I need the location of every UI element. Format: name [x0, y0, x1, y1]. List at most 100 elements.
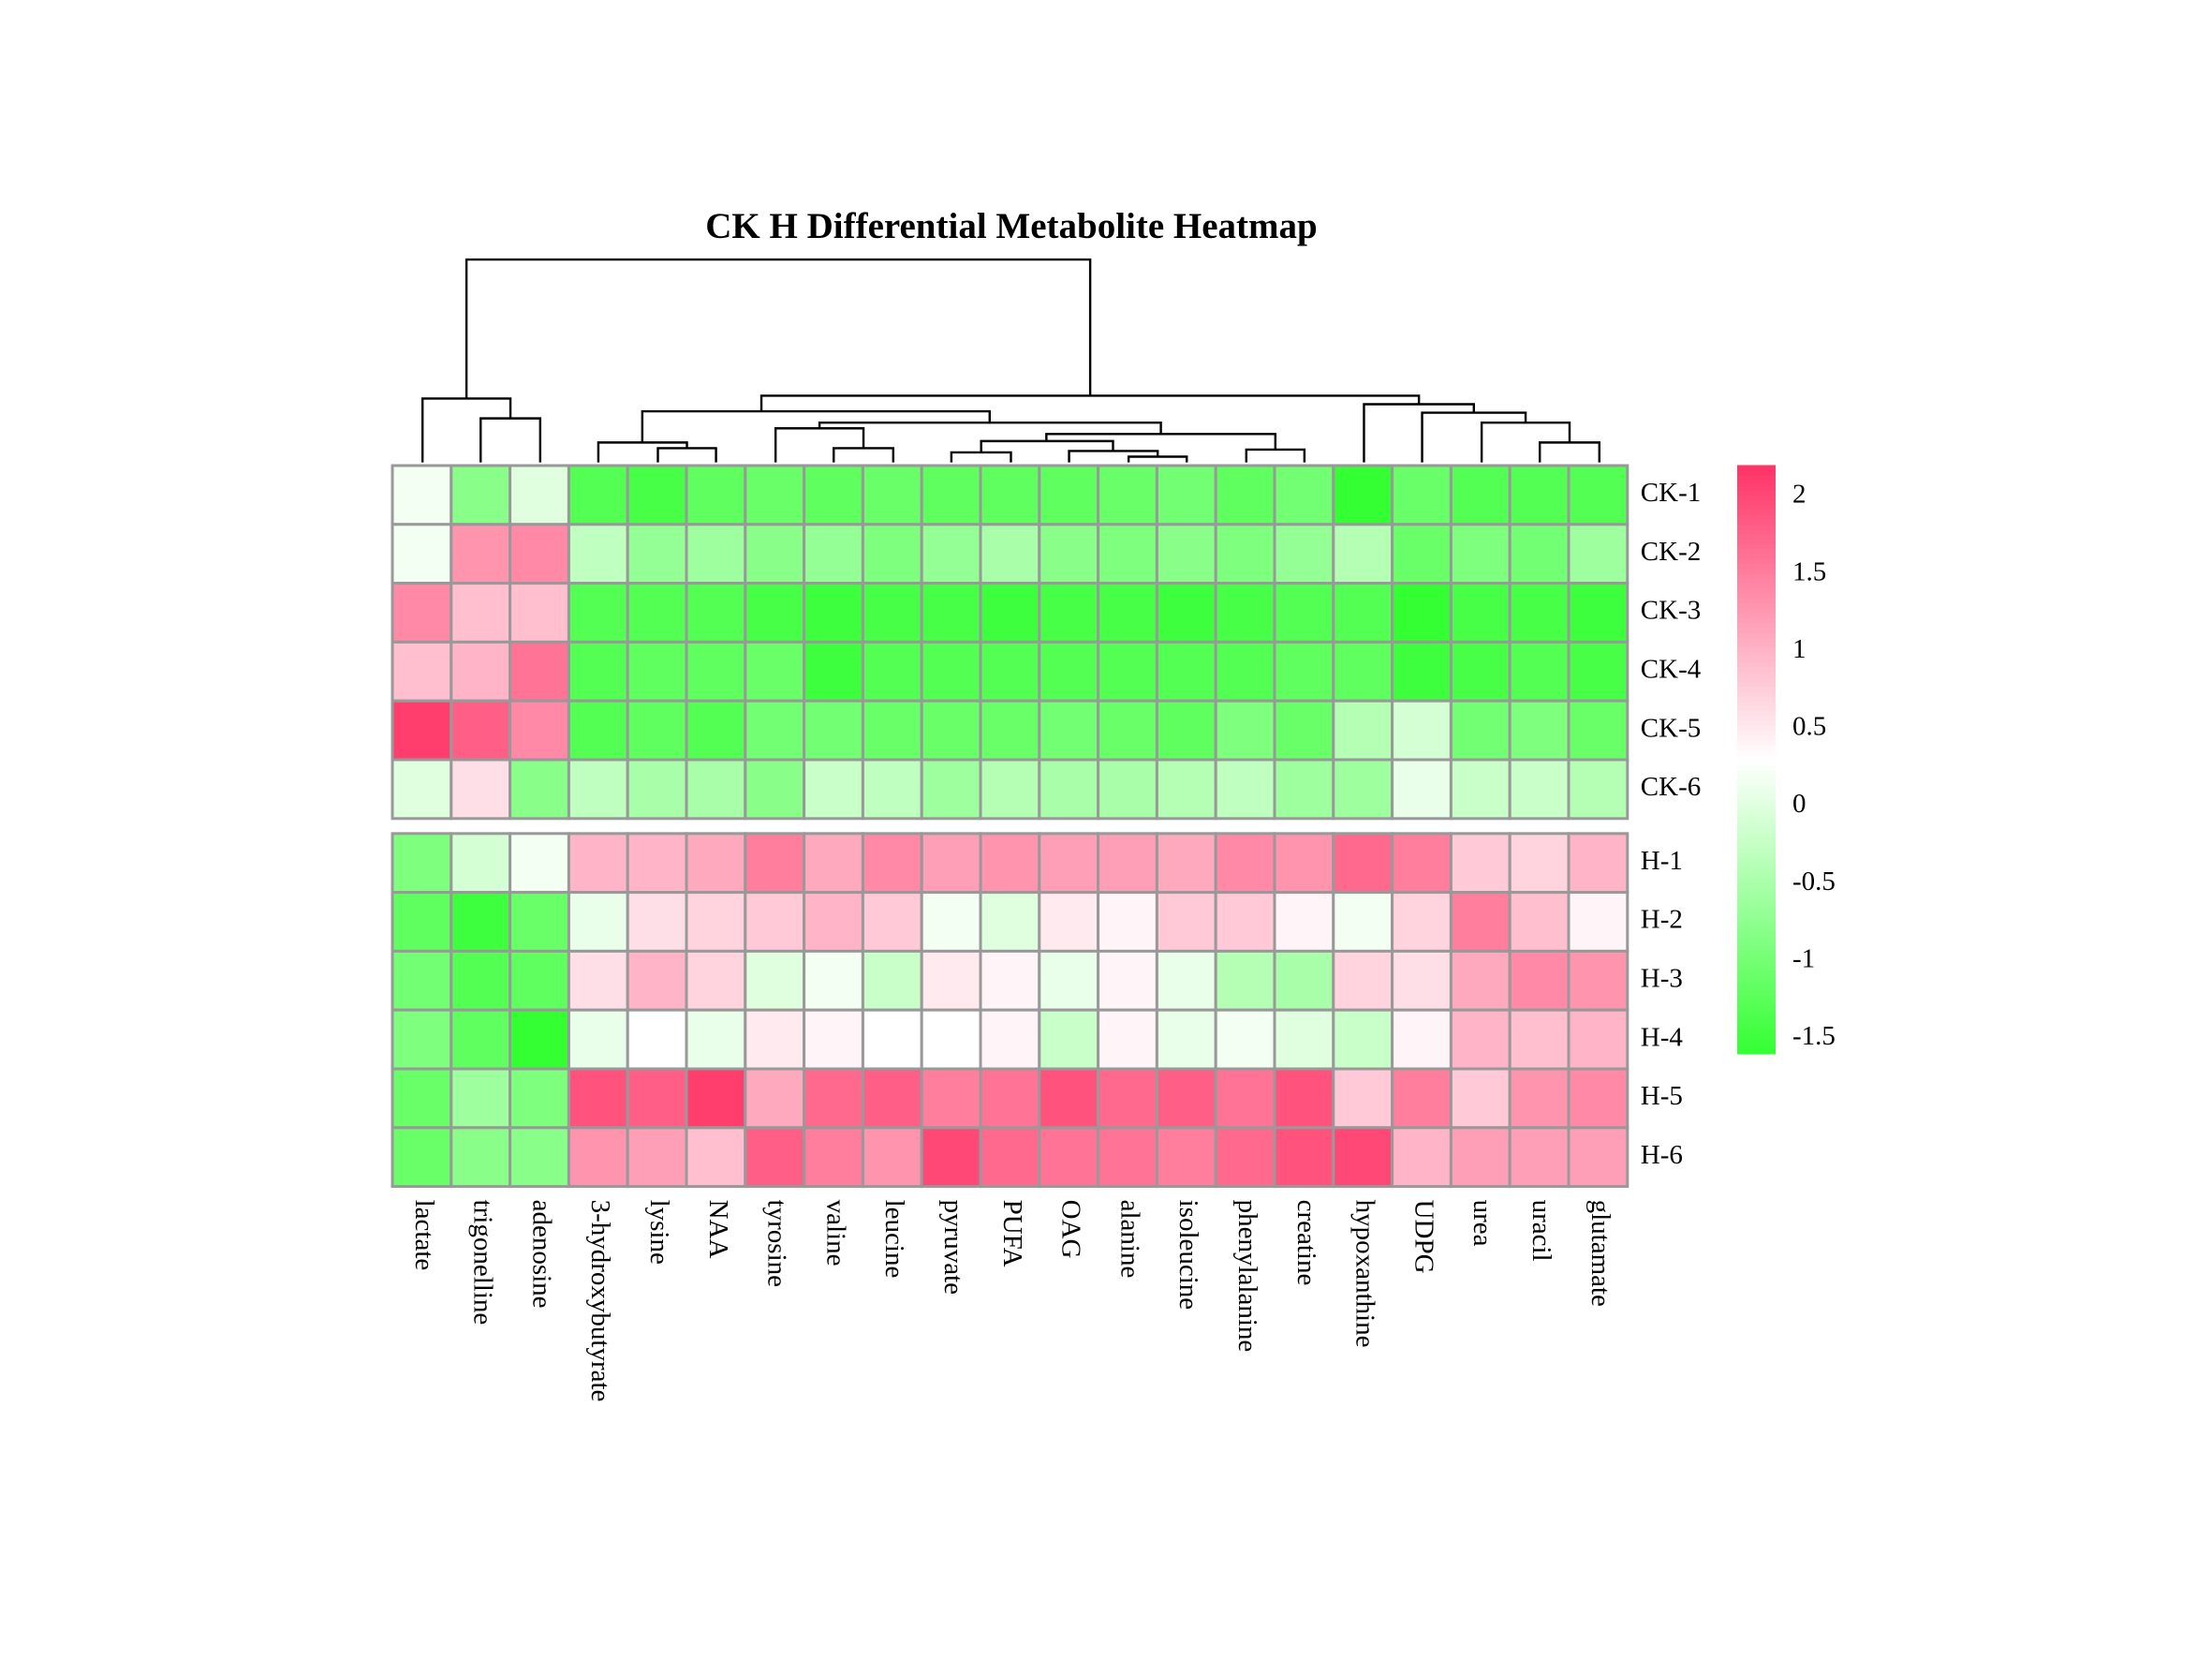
heatmap-cell: [1449, 699, 1512, 762]
heatmap-cell: [1508, 640, 1571, 703]
heatmap-cell: [1508, 582, 1571, 644]
heatmap-cell: [509, 699, 570, 762]
heatmap-cell: [626, 1008, 688, 1071]
colorbar-segment: [1737, 921, 1776, 927]
heatmap-cell: [1038, 640, 1100, 703]
heatmap-cell: [509, 464, 570, 526]
heatmap-cell: [391, 832, 453, 895]
heatmap-cell: [567, 1067, 629, 1130]
colorbar-segment: [1737, 513, 1776, 521]
heatmap-cell: [685, 582, 747, 644]
heatmap-cell: [626, 758, 688, 821]
heatmap-cell: [1273, 699, 1335, 762]
heatmap-cell: [1214, 832, 1276, 895]
heatmap-cell: [920, 949, 982, 1012]
heatmap-cell: [803, 758, 864, 821]
colorbar-segment: [1737, 1004, 1776, 1011]
heatmap-cell: [1449, 758, 1512, 821]
heatmap-cell: [1273, 1126, 1335, 1189]
colorbar-segment: [1737, 1048, 1776, 1055]
heatmap-cell: [1214, 891, 1276, 953]
heatmap-cell: [509, 891, 570, 953]
colorbar-segment: [1737, 484, 1776, 491]
colorbar-segment: [1737, 774, 1776, 780]
column-label: creatine: [1291, 1200, 1321, 1286]
colorbar-segment: [1737, 857, 1776, 864]
colorbar-segment: [1737, 778, 1776, 785]
colorbar-segment: [1737, 583, 1776, 589]
heatmap-cell: [1273, 640, 1335, 703]
heatmap-cell: [1038, 582, 1100, 644]
heatmap-cell: [1155, 758, 1217, 821]
colorbar-tick-label: 2: [1792, 480, 1806, 510]
heatmap-cell: [920, 1126, 982, 1189]
heatmap-cell: [1273, 464, 1335, 526]
heatmap-cell: [803, 699, 864, 762]
colorbar-segment: [1737, 867, 1776, 873]
heatmap-cell: [1508, 464, 1571, 526]
colorbar-segment: [1737, 881, 1776, 888]
colorbar-segment: [1737, 827, 1776, 834]
heatmap-cell: [920, 891, 982, 953]
colorbar-segment: [1737, 715, 1776, 721]
colorbar-segment: [1737, 704, 1776, 712]
heatmap-cell: [1273, 758, 1335, 821]
heatmap-cell: [861, 758, 923, 821]
heatmap-cell: [567, 949, 629, 1012]
heatmap-cell: [1567, 758, 1630, 821]
heatmap-cell: [1391, 640, 1453, 703]
colorbar-segment: [1737, 671, 1776, 677]
row-label: H-1: [1641, 846, 1683, 876]
heatmap-cell: [861, 949, 923, 1012]
heatmap-cell: [1214, 640, 1276, 703]
colorbar-segment: [1737, 719, 1776, 726]
heatmap-cell: [567, 582, 629, 644]
heatmap-cell: [685, 640, 747, 703]
column-label: lactate: [409, 1200, 439, 1271]
heatmap-cell: [1155, 523, 1217, 585]
colorbar-segment: [1737, 553, 1776, 559]
colorbar-segment: [1737, 886, 1776, 893]
heatmap-cell: [1155, 699, 1217, 762]
heatmap-cell: [685, 832, 747, 895]
column-dendrogram: [420, 258, 1601, 463]
heatmap-cell: [626, 523, 688, 585]
colorbar-segment: [1737, 901, 1776, 908]
colorbar-segment: [1737, 985, 1776, 991]
colorbar-segment: [1737, 572, 1776, 579]
heatmap-cell: [1097, 464, 1158, 526]
colorbar-segment: [1737, 847, 1776, 853]
heatmap-cell: [685, 464, 747, 526]
colorbar-tick-label: 0: [1792, 789, 1806, 819]
heatmap-cell: [567, 523, 629, 585]
heatmap-cell: [1567, 640, 1630, 703]
heatmap-cell: [391, 1008, 453, 1071]
colorbar-segment: [1737, 807, 1776, 815]
heatmap-cell: [744, 582, 806, 644]
heatmap-cell: [626, 1126, 688, 1189]
column-label: 3-hydroxybutyrate: [585, 1200, 615, 1402]
colorbar-segment: [1737, 1014, 1776, 1020]
colorbar-segment: [1737, 833, 1776, 839]
heatmap-cell: [1449, 949, 1512, 1012]
heatmap-cell: [626, 582, 688, 644]
heatmap-cell: [1508, 699, 1571, 762]
heatmap-cell: [1097, 1126, 1158, 1189]
colorbar-segment: [1737, 524, 1776, 530]
colorbar-segment: [1737, 724, 1776, 732]
colorbar-segment: [1737, 636, 1776, 643]
column-label: tyrosine: [762, 1200, 792, 1287]
row-label: H-6: [1641, 1140, 1683, 1170]
colorbar-segment: [1737, 926, 1776, 932]
colorbar-segment: [1737, 563, 1776, 570]
heatmap-cell: [1332, 699, 1394, 762]
heatmap-cell: [744, 949, 806, 1012]
colorbar-tick-label: -0.5: [1792, 867, 1836, 896]
heatmap-cell: [450, 1126, 512, 1189]
colorbar-segment: [1737, 818, 1776, 824]
heatmap-cell: [1038, 1126, 1100, 1189]
colorbar-segment: [1737, 592, 1776, 599]
heatmap-cell: [1449, 1067, 1512, 1130]
colorbar-segment: [1737, 587, 1776, 594]
heatmap-cell: [1038, 832, 1100, 895]
